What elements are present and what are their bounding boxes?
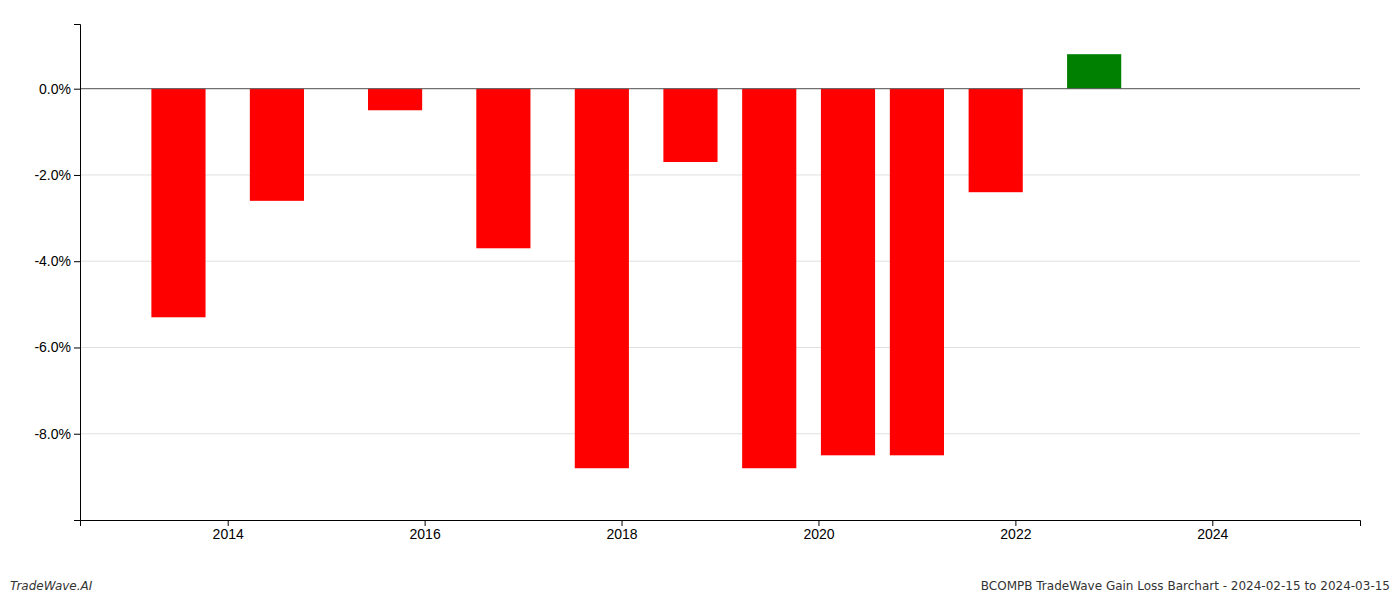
x-tick: 2020	[803, 520, 834, 542]
bar	[368, 89, 422, 111]
bars	[151, 54, 1121, 468]
y-tick-label: -8.0%	[34, 426, 71, 442]
bar	[742, 89, 796, 469]
grid-line	[80, 261, 1360, 262]
y-tick: -6.0%	[34, 339, 80, 355]
y-tick-mark	[74, 347, 80, 348]
x-tick-label: 2020	[803, 526, 834, 542]
x-tick-label: 2018	[606, 526, 637, 542]
y-tick: 0.0%	[39, 81, 80, 97]
y-tick: -8.0%	[34, 426, 80, 442]
grid-line	[80, 433, 1360, 434]
y-tick-label: -2.0%	[34, 167, 71, 183]
bar	[969, 89, 1023, 193]
y-tick: -2.0%	[34, 167, 80, 183]
bar	[821, 89, 875, 456]
y-tick-label: -6.0%	[34, 339, 71, 355]
grid-line	[80, 88, 1360, 89]
y-tick-mark	[74, 89, 80, 90]
bar	[663, 89, 717, 162]
y-tick: -4.0%	[34, 253, 80, 269]
x-tick: 2024	[1197, 520, 1228, 542]
bar	[250, 89, 304, 201]
y-tick-mark	[74, 175, 80, 176]
bar	[575, 89, 629, 469]
y-tick-label: 0.0%	[39, 81, 71, 97]
footer-left: TradeWave.AI	[10, 579, 93, 593]
x-axis-line	[81, 521, 1361, 527]
y-axis: 0.0% -2.0% -4.0% -6.0% -8.0%	[34, 25, 80, 521]
x-axis: 2014 2016 2018 2020 2022 2024	[81, 520, 1361, 542]
y-tick-label: -4.0%	[34, 253, 71, 269]
grid	[80, 89, 1360, 434]
bar	[1067, 54, 1121, 89]
bar	[476, 89, 530, 249]
x-tick-label: 2022	[1000, 526, 1031, 542]
x-tick: 2016	[410, 520, 441, 542]
y-tick-mark	[74, 261, 80, 262]
plot-area: 2014 2016 2018 2020 2022 2024 0.0% -2.0% -4.0% -6…	[34, 25, 1360, 542]
x-tick: 2014	[213, 520, 244, 542]
x-tick-label: 2016	[410, 526, 441, 542]
grid-line	[80, 347, 1360, 348]
bar	[151, 89, 205, 318]
x-tick: 2018	[606, 520, 637, 542]
footer-right: BCOMPB TradeWave Gain Loss Barchart - 20…	[981, 579, 1390, 593]
bar	[890, 89, 944, 456]
y-axis-line	[74, 25, 81, 521]
x-tick: 2022	[1000, 520, 1031, 542]
zero-line	[80, 88, 1360, 89]
y-tick-mark	[74, 434, 80, 435]
chart: 2014 2016 2018 2020 2022 2024 0.0% -2.0% -4.0% -6…	[0, 0, 1400, 600]
x-tick-label: 2024	[1197, 526, 1228, 542]
x-tick-label: 2014	[213, 526, 244, 542]
